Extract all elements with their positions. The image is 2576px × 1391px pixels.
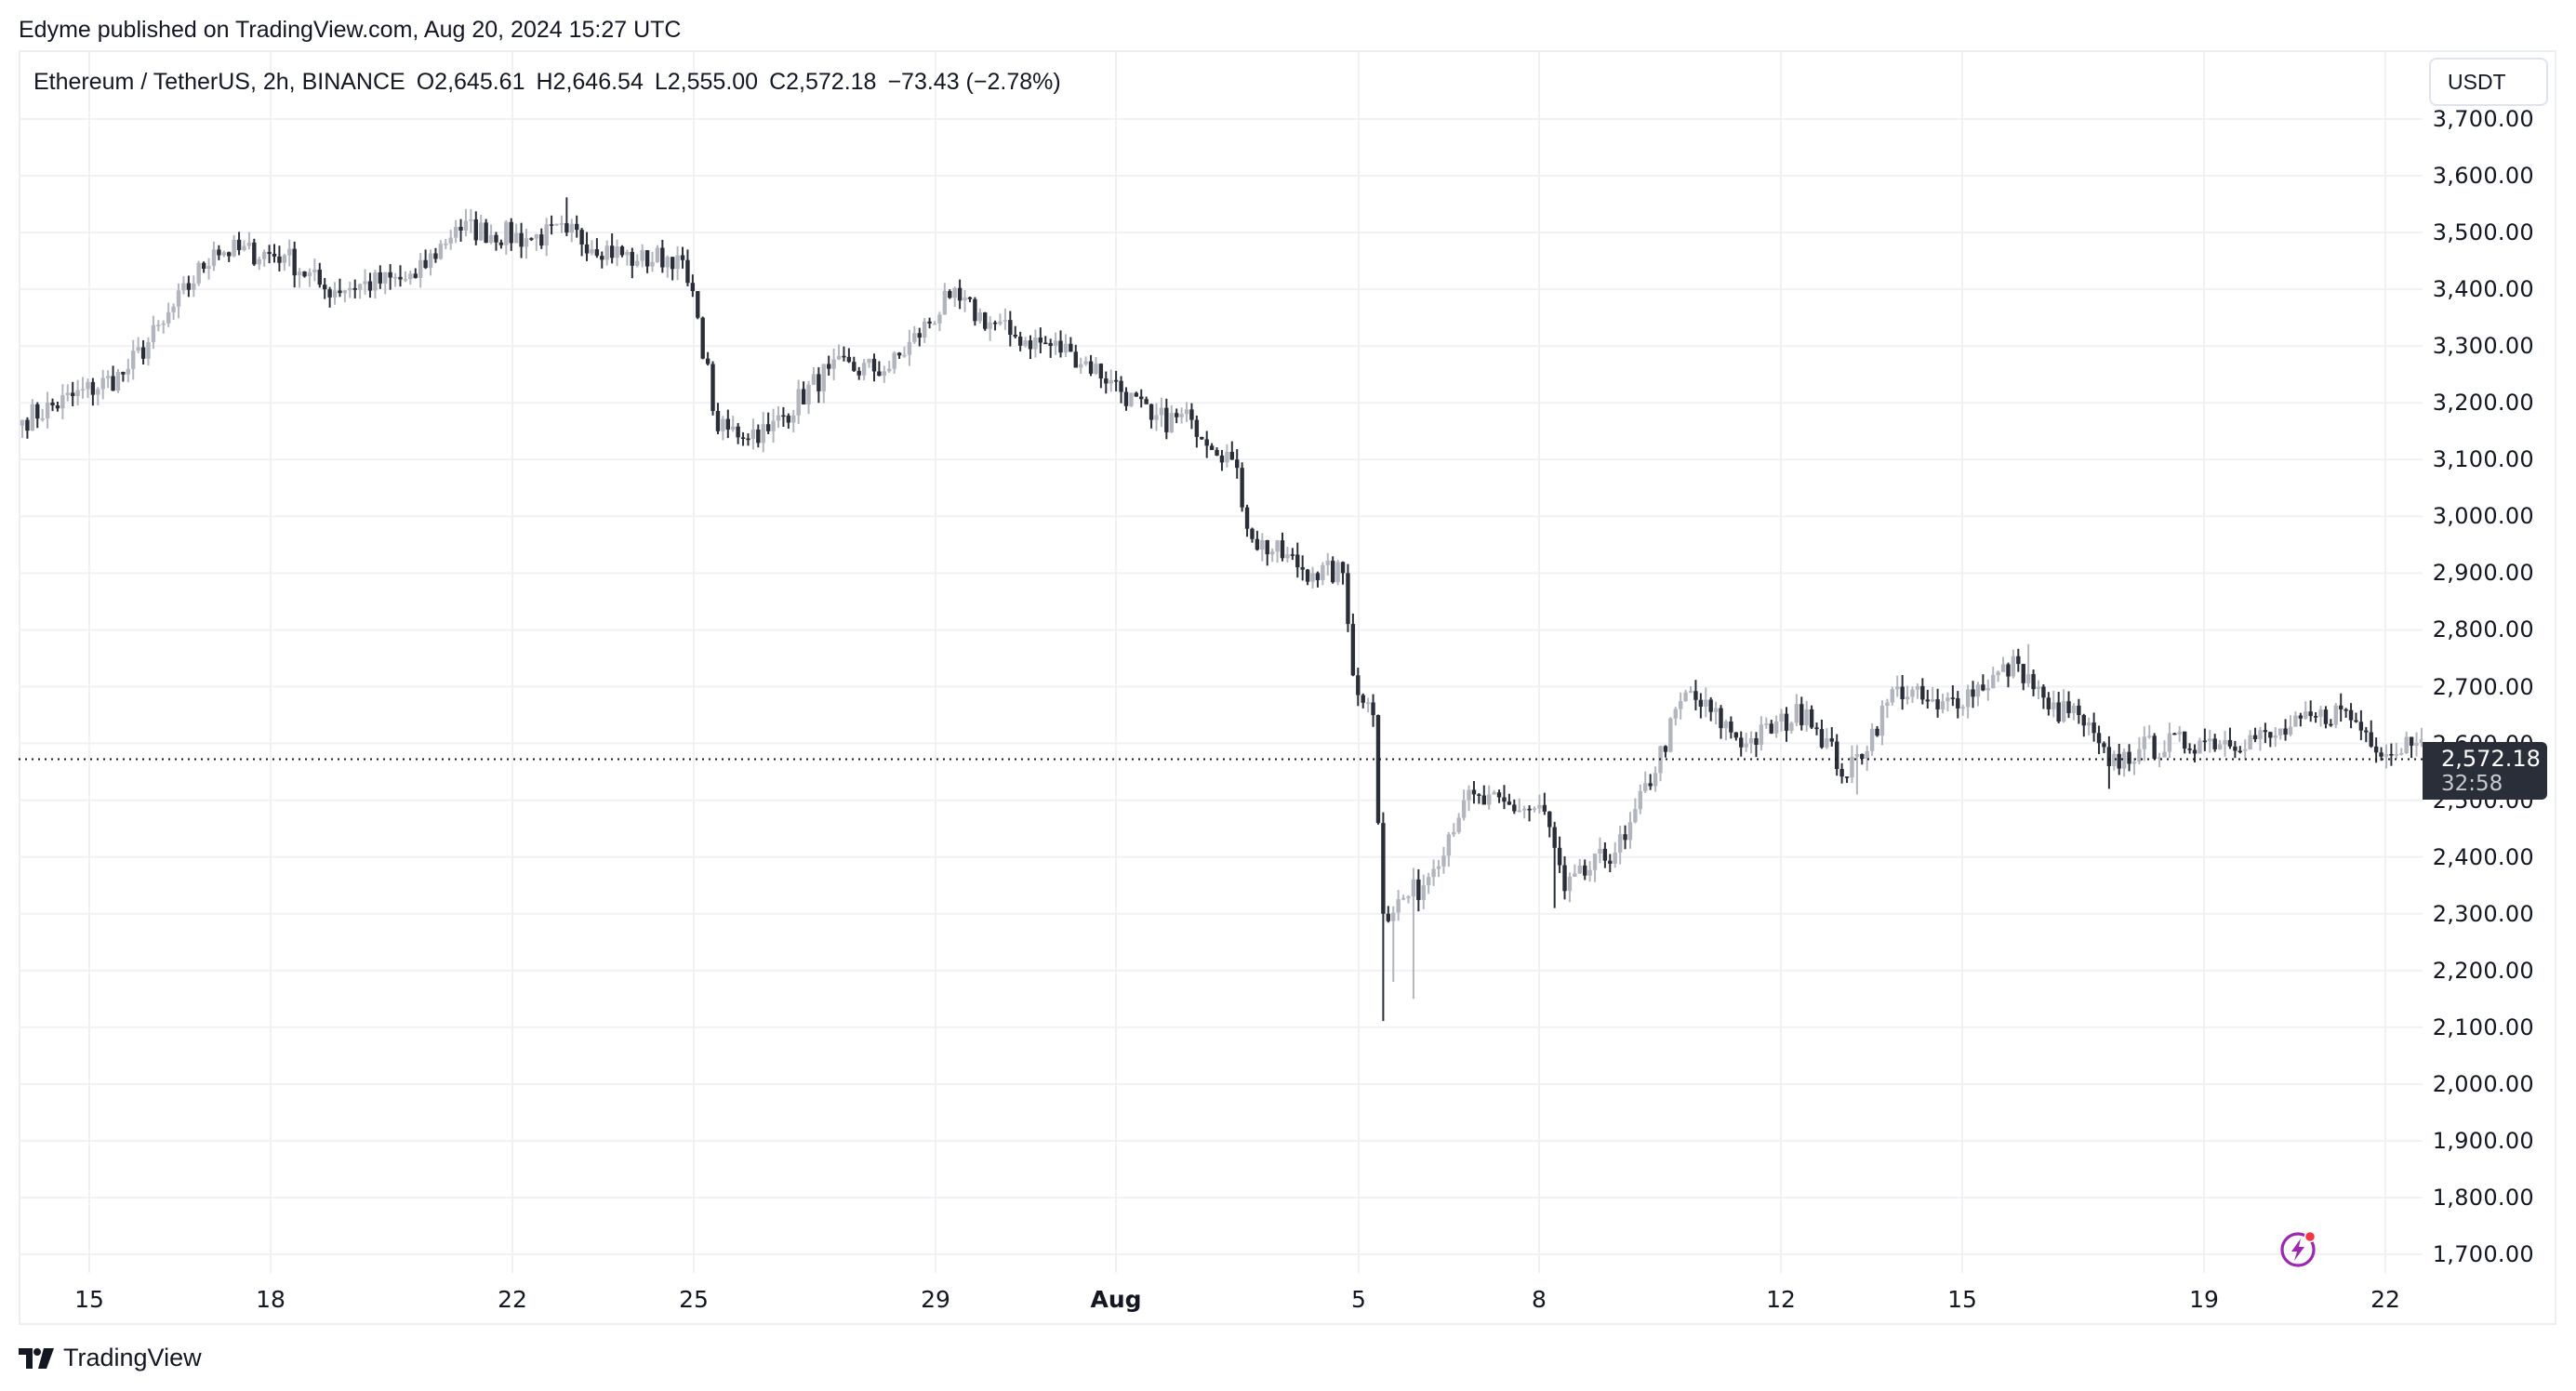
price-axis-label: 3,400.00 — [2432, 276, 2534, 303]
bar-countdown: 32:58 — [2441, 772, 2503, 796]
price-axis-label: 2,900.00 — [2432, 560, 2534, 587]
price-axis-label: 3,100.00 — [2432, 446, 2534, 473]
time-axis-label: 15 — [1947, 1286, 1977, 1313]
price-axis-label: 3,500.00 — [2432, 219, 2534, 246]
price-axis-label: 1,800.00 — [2432, 1184, 2534, 1211]
price-axis-label: 2,800.00 — [2432, 616, 2534, 643]
time-axis-label: 12 — [1766, 1286, 1796, 1313]
symbol-legend: Ethereum / TetherUS, 2h, BINANCE O2,645.6… — [33, 69, 1072, 96]
price-axis-label: 3,300.00 — [2432, 333, 2534, 360]
time-axis[interactable]: 15 18 22 25 29 Aug 5 8 12 15 19 22 — [19, 1273, 2423, 1323]
time-axis-label: 15 — [74, 1286, 104, 1313]
footer-branding: TradingView — [19, 1344, 202, 1372]
time-axis-label: Aug — [1090, 1286, 1142, 1313]
price-axis-label: 2,200.00 — [2432, 957, 2534, 984]
tradingview-brand: TradingView — [63, 1344, 202, 1371]
price-axis-label: 3,200.00 — [2432, 390, 2534, 417]
ohlc-high: H2,646.54 — [536, 69, 644, 95]
ohlc-close: C2,572.18 — [769, 69, 877, 95]
published-caption: Edyme published on TradingView.com, Aug … — [19, 17, 682, 43]
time-axis-label: 22 — [2370, 1286, 2400, 1313]
time-axis-label: 8 — [1532, 1286, 1547, 1313]
price-axis-label: 2,400.00 — [2432, 843, 2534, 870]
chart-plot-area[interactable] — [19, 52, 2423, 1273]
price-axis-label: 1,700.00 — [2432, 1241, 2534, 1267]
ohlc-low: L2,555.00 — [654, 69, 759, 95]
ohlc-change: −73.43 (−2.78%) — [887, 69, 1061, 95]
price-axis-label: 2,700.00 — [2432, 673, 2534, 700]
time-axis-label: 19 — [2189, 1286, 2219, 1313]
price-axis-label: 2,000.00 — [2432, 1070, 2534, 1097]
ohlc-open: O2,645.61 — [416, 69, 525, 95]
flash-alert-icon[interactable] — [2277, 1228, 2318, 1269]
time-axis-label: 18 — [256, 1286, 285, 1313]
price-axis-label: 1,900.00 — [2432, 1127, 2534, 1154]
currency-unit-button[interactable]: USDT — [2429, 58, 2548, 106]
last-price-label: 2,572.18 32:58 — [2423, 742, 2547, 800]
price-axis-label: 3,000.00 — [2432, 503, 2534, 530]
time-axis-label: 29 — [921, 1286, 950, 1313]
time-axis-label: 22 — [498, 1286, 527, 1313]
time-axis-label: 25 — [679, 1286, 709, 1313]
price-axis-label: 3,600.00 — [2432, 163, 2534, 190]
candlestick-chart[interactable] — [19, 52, 2423, 1273]
last-price-value: 2,572.18 — [2441, 746, 2541, 772]
tradingview-logo-icon — [19, 1347, 54, 1369]
time-axis-label: 5 — [1351, 1286, 1366, 1313]
price-axis-label: 2,300.00 — [2432, 900, 2534, 927]
price-axis[interactable]: 3,700.00 3,600.00 3,500.00 3,400.00 3,300.00… — [2423, 52, 2555, 1273]
price-axis-label: 3,700.00 — [2432, 106, 2534, 132]
price-axis-label: 2,100.00 — [2432, 1013, 2534, 1040]
symbol-title[interactable]: Ethereum / TetherUS, 2h, BINANCE — [33, 69, 405, 95]
